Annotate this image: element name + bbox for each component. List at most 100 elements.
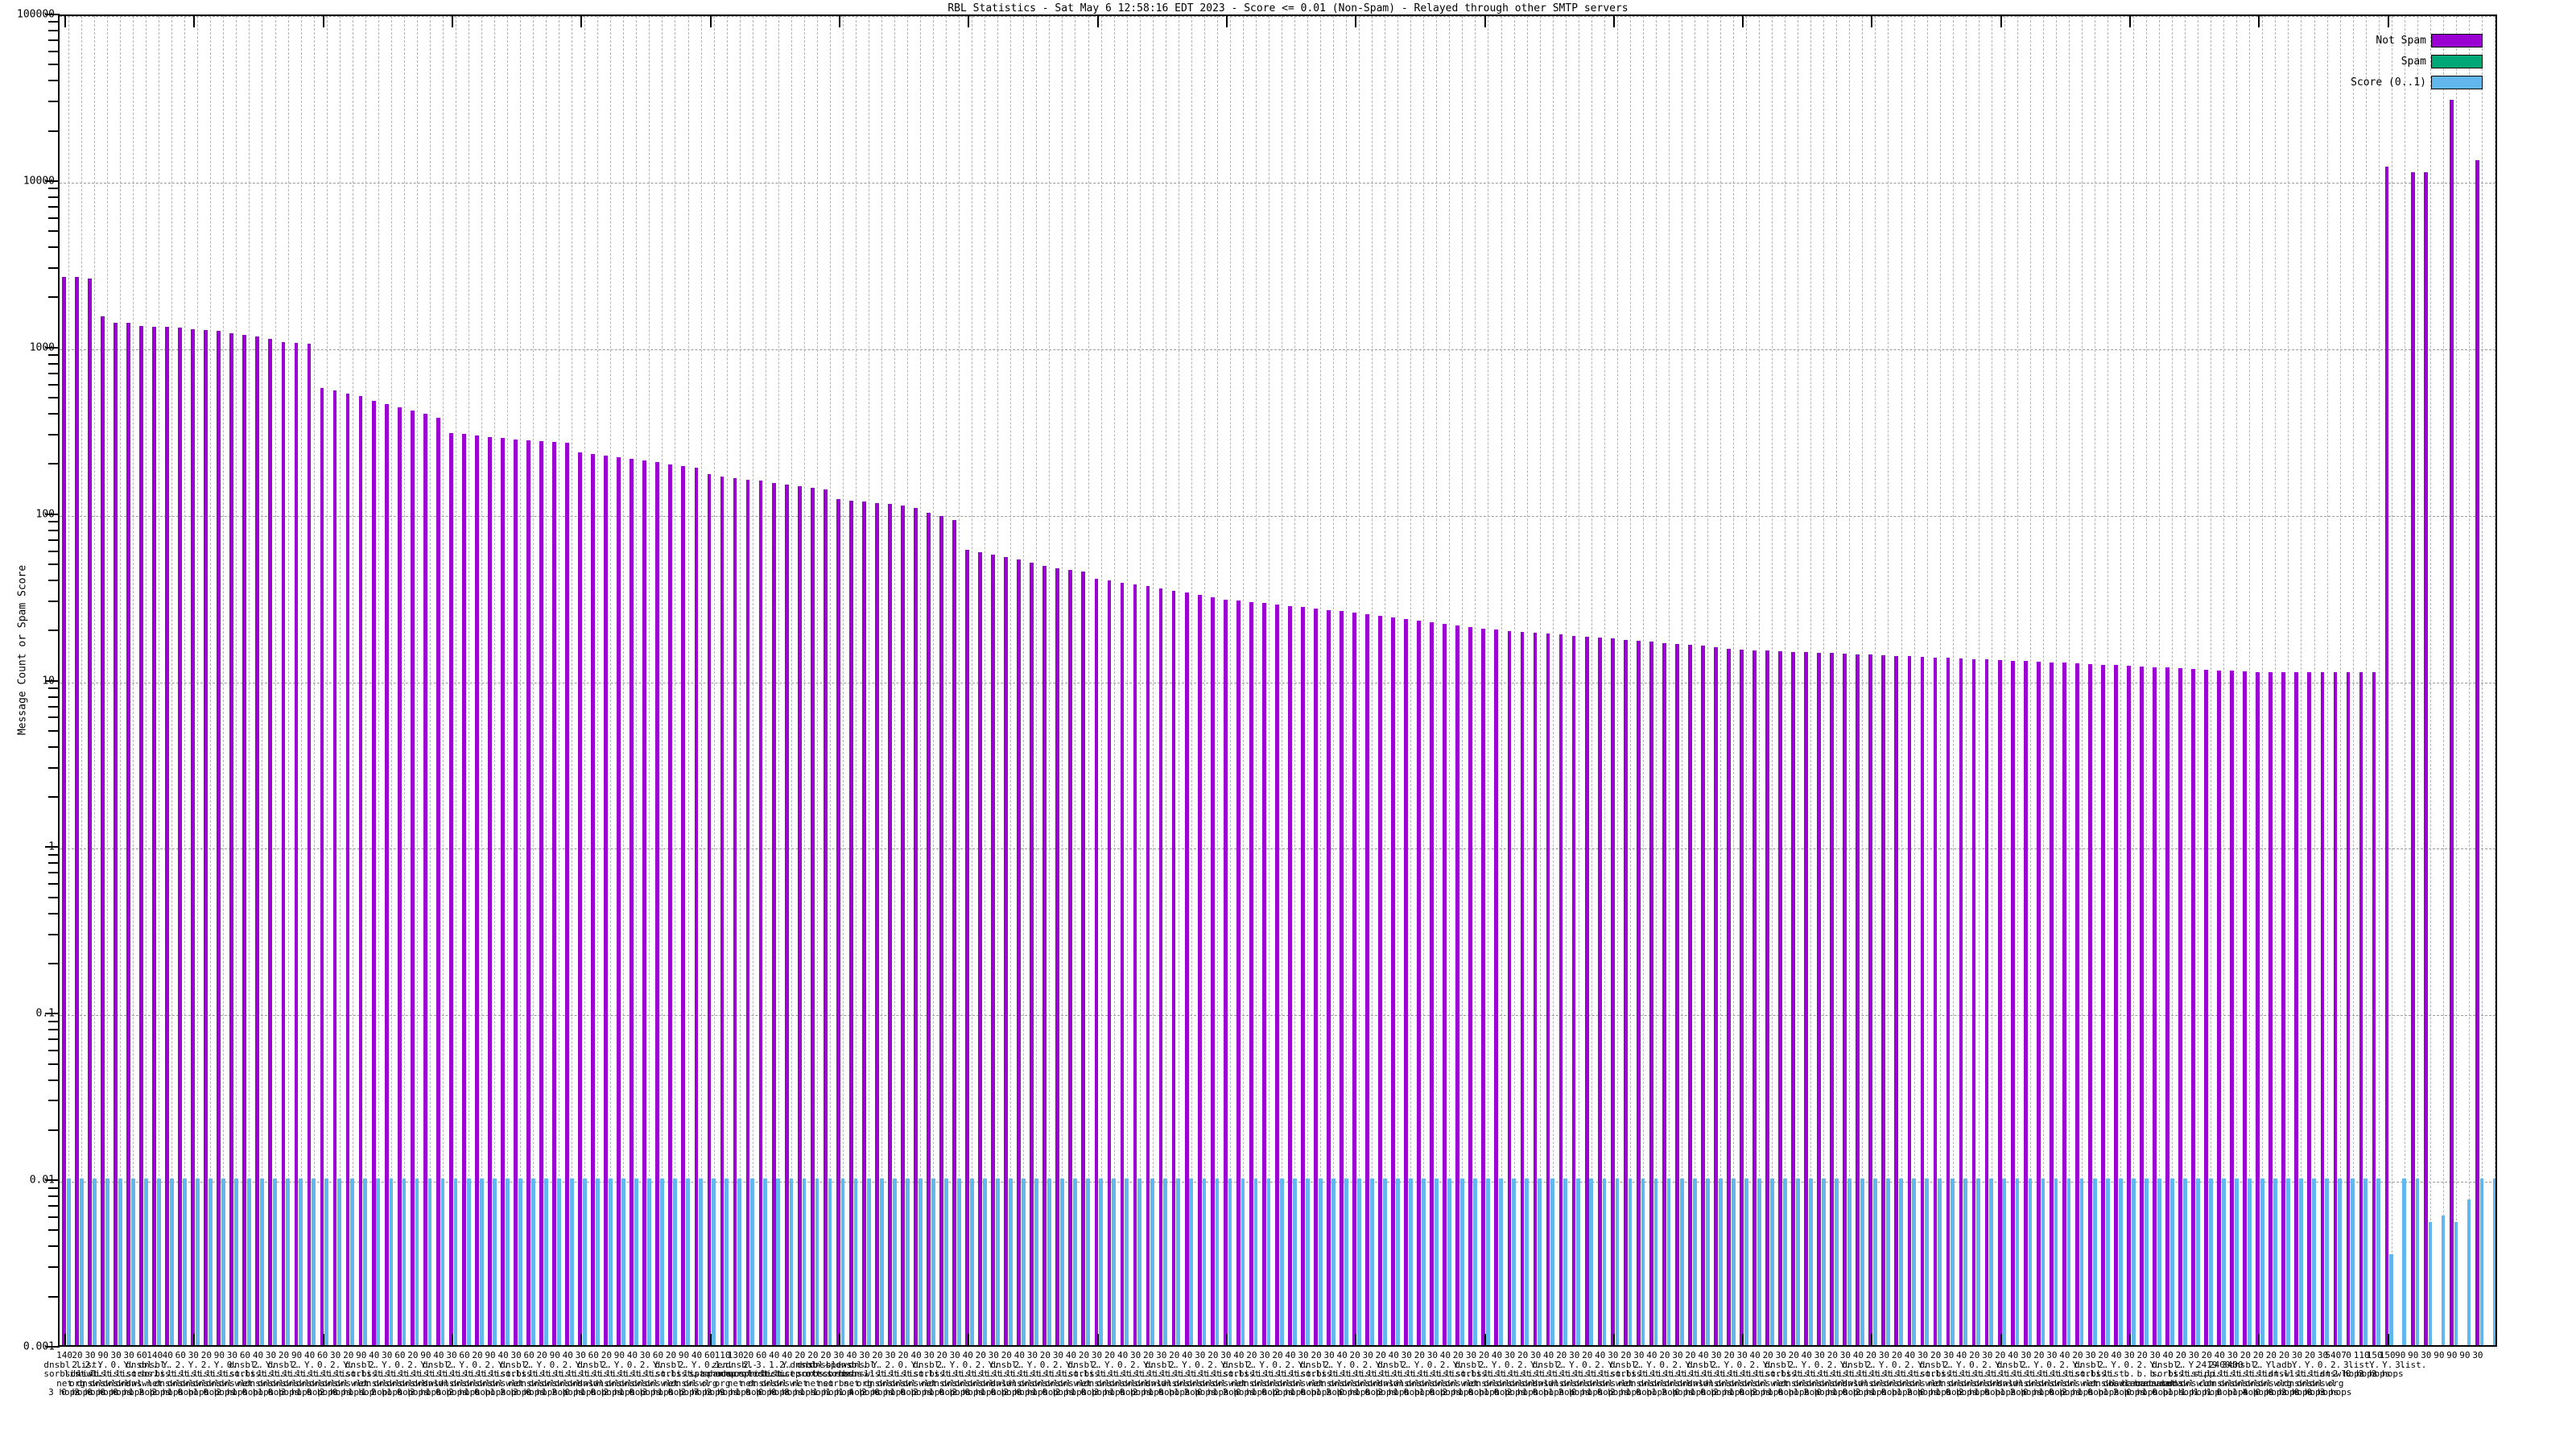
x-label-line: list. <box>1831 1368 1859 1379</box>
x-label-line: dnswl <box>1987 1377 2014 1389</box>
bar-score <box>1060 1179 1064 1345</box>
bar-not-spam <box>578 452 583 1345</box>
bar-score <box>1512 1179 1517 1345</box>
bar-not-spam <box>191 329 196 1345</box>
bar-not-spam <box>1571 635 1576 1345</box>
bar-not-spam <box>1107 580 1112 1345</box>
vertical-gridline <box>1539 16 1541 1345</box>
x-axis-category-label: 20 0. list. dnswl 0 hops <box>1257 1351 1298 1397</box>
x-label-line: dnswl. <box>2319 1368 2352 1379</box>
x-label-line: 30 <box>1465 1350 1477 1360</box>
x-label-line: dnsbl. <box>1145 1359 1178 1370</box>
x-label-line: 0 hops <box>874 1387 906 1397</box>
vertical-gridline <box>2429 16 2431 1345</box>
x-label-line: 2. <box>2175 1359 2186 1370</box>
x-label-line: list. <box>2038 1368 2066 1379</box>
vertical-gridline <box>1062 16 1063 1345</box>
vertical-gridline <box>507 16 509 1345</box>
x-label-line: list. <box>2064 1368 2091 1379</box>
y-tick-minor <box>48 354 60 357</box>
x-label-line: 0. <box>1969 1359 1980 1370</box>
bar-score <box>2041 1179 2046 1345</box>
x-label-line: 2. <box>1711 1359 1722 1370</box>
x-label-line: 20 <box>975 1350 986 1360</box>
x-label-line: list. <box>902 1368 930 1379</box>
x-label-line: 30 <box>2124 1350 2135 1360</box>
x-axis-category-label: 90 Y. list. dnswl 2 hops <box>599 1351 640 1397</box>
x-label-line: list. <box>2051 1368 2079 1379</box>
bar-not-spam <box>1081 572 1086 1345</box>
bar-score <box>1951 1179 1955 1345</box>
x-label-line: list. <box>283 1368 311 1379</box>
y-tick-major <box>45 1346 60 1348</box>
x-label-line: dnswl <box>890 1377 917 1389</box>
bar-not-spam <box>887 504 892 1345</box>
x-tick-bottom <box>1742 1334 1744 1347</box>
bar-not-spam <box>501 438 505 1345</box>
x-axis-category-label: 40 Y. list. dnswl 0 hops <box>1631 1351 1672 1397</box>
x-label-line: 150 <box>2379 1350 2396 1360</box>
bar-score <box>1318 1179 1323 1345</box>
x-label-line: Y. <box>1491 1359 1503 1370</box>
x-axis-category-label: 20 dnsbl. ext.sorbs. net 1 hop <box>805 1351 858 1397</box>
x-label-line: dnswl <box>1625 1377 1653 1389</box>
bar-score <box>2054 1179 2058 1345</box>
x-label-line: 1 hop <box>1870 1387 1898 1397</box>
x-label-line: 7 hops <box>693 1387 726 1397</box>
x-label-line: 30 <box>1917 1350 1929 1360</box>
x-label-line: list. <box>1418 1368 1446 1379</box>
vertical-gridline <box>829 16 831 1345</box>
x-label-line: 2 hops <box>1506 1387 1539 1397</box>
bar-score <box>2479 1179 2484 1345</box>
x-label-line: list. <box>425 1368 452 1379</box>
x-label-line: Y. <box>123 1359 134 1370</box>
x-label-line: 30 <box>510 1350 522 1360</box>
x-label-line: 60 <box>588 1350 599 1360</box>
bar-not-spam <box>1184 592 1189 1345</box>
y-tick-minor <box>48 1038 60 1041</box>
bar-score <box>389 1179 394 1345</box>
vertical-gridline <box>2442 16 2444 1345</box>
x-label-line: dnswl <box>1935 1377 1963 1389</box>
x-label-line: 1 hop <box>890 1387 917 1397</box>
x-tick-bottom <box>1871 1334 1873 1347</box>
x-label-line: 30 <box>1814 1350 1825 1360</box>
x-label-line: dnswl <box>451 1377 478 1389</box>
y-tick-major <box>45 346 60 349</box>
bar-not-spam <box>1327 609 1331 1345</box>
x-label-line: 20 <box>1865 1350 1877 1360</box>
x-label-line: 0 hops <box>1636 1387 1668 1397</box>
bar-not-spam <box>1817 652 1822 1345</box>
x-label-line: list. <box>1754 1368 1781 1379</box>
x-axis-category-label: 30 2. list. dnswl 0 hops <box>1695 1351 1736 1397</box>
x-label-line: dnswl <box>1135 1377 1162 1389</box>
x-label-line: 30 <box>110 1350 122 1360</box>
x-label-line: 0 hops <box>2293 1387 2326 1397</box>
x-label-line: dnswl <box>205 1377 233 1389</box>
x-label-line: list. <box>1638 1368 1666 1379</box>
x-axis-category-label: 20 Y. list. dnswl 2 hops <box>1128 1351 1169 1397</box>
x-axis-category-label: 60 0. list. dnswl 0 hops <box>302 1351 343 1397</box>
x-tick-bottom <box>451 1334 453 1347</box>
x-label-line: list. <box>361 1368 388 1379</box>
bar-score <box>2002 1179 2007 1345</box>
x-label-line: 0 hops <box>1261 1387 1294 1397</box>
x-label-line: 30 <box>2472 1350 2483 1360</box>
vertical-gridline <box>2107 16 2108 1345</box>
x-label-line: 20 <box>1169 1350 1180 1360</box>
x-label-line: 90 <box>485 1350 496 1360</box>
x-label-line: 20 <box>743 1350 754 1360</box>
x-axis-category-label: 40 2. list. dnswl 1 hop <box>1579 1351 1620 1397</box>
x-label-line: 20 <box>343 1350 354 1360</box>
x-label-line: 2. <box>1633 1359 1645 1370</box>
bar-not-spam <box>1158 588 1163 1345</box>
x-label-line: 0 hops <box>2268 1387 2301 1397</box>
vertical-gridline <box>1462 16 1463 1345</box>
x-label-line: Y. <box>1995 1359 2006 1370</box>
y-tick-minor <box>48 383 60 386</box>
bar-not-spam <box>1971 658 1976 1345</box>
x-label-line: 20 <box>1724 1350 1735 1360</box>
x-axis-category-label: 110 zen. spamhaus. org 2 hops <box>702 1351 750 1397</box>
x-label-line: 1 hop <box>1109 1387 1137 1397</box>
x-label-line: list. <box>2206 1368 2233 1379</box>
